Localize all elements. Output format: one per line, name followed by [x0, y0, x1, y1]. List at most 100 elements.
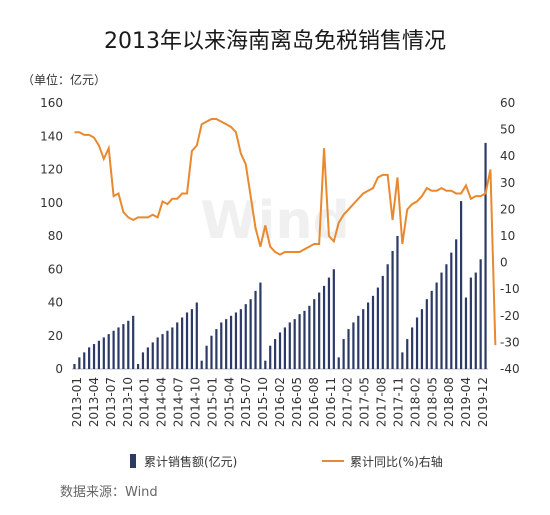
bar: [249, 299, 252, 369]
right-tick-label: 20: [500, 202, 515, 216]
x-axis: 2013-01 2013-04 2013-07 2013-10 2014-01 2014-…: [70, 377, 490, 427]
bar: [425, 299, 428, 369]
bar: [210, 335, 213, 369]
bar: [308, 305, 311, 369]
right-axis: -40 -30 -20 -10 0 10 20 30 40 50 60: [500, 96, 520, 376]
bar: [411, 327, 414, 369]
right-tick-label: 50: [500, 123, 515, 137]
bar: [464, 297, 468, 369]
right-tick-label: -10: [500, 282, 520, 296]
bar: [259, 282, 262, 369]
x-tick-label: 2016-08: [307, 377, 321, 427]
bar: [112, 330, 115, 369]
bar: [161, 334, 164, 369]
left-tick-label: 20: [48, 329, 63, 343]
bar: [234, 312, 238, 369]
left-tick-label: 0: [55, 362, 63, 376]
x-tick-label: 2017-02: [341, 377, 355, 427]
bar: [83, 352, 86, 369]
watermark: Wind: [200, 191, 349, 251]
bar: [391, 250, 394, 369]
bar: [415, 317, 419, 369]
x-tick-label: 2018-05: [425, 377, 439, 427]
x-tick-label: 2015-10: [256, 377, 270, 427]
bar: [342, 339, 345, 369]
bar: [352, 322, 355, 369]
x-tick-label: 2015-07: [239, 377, 253, 427]
right-tick-label: 40: [500, 149, 515, 163]
legend: 累计销售额(亿元) 累计同比(%)右轴: [130, 454, 443, 469]
bar: [401, 352, 404, 369]
bar: [274, 339, 277, 369]
bar: [445, 264, 448, 369]
bar: [327, 277, 331, 369]
bar: [88, 347, 91, 369]
bar: [322, 285, 326, 369]
bar: [239, 309, 242, 369]
bar: [357, 315, 360, 369]
bar: [371, 295, 375, 369]
x-tick-label: 2013-01: [70, 377, 84, 427]
right-tick-label: -40: [500, 362, 520, 376]
legend-bar-label: 累计销售额(亿元): [144, 454, 237, 469]
x-tick-label: 2014-10: [188, 377, 202, 427]
bar: [283, 327, 286, 369]
chart-title: 2013年以来海南离岛免税销售情况: [104, 29, 446, 54]
bar: [171, 327, 174, 369]
bar: [181, 317, 184, 369]
right-tick-label: 60: [500, 96, 515, 110]
bar: [107, 334, 110, 369]
x-tick-label: 2019-12: [476, 377, 490, 427]
legend-bar-swatch: [130, 454, 136, 468]
bar: [102, 337, 105, 369]
x-tick-label: 2013-10: [121, 377, 135, 427]
right-tick-label: 30: [500, 176, 515, 190]
line-series: [74, 117, 497, 346]
left-tick-label: 160: [40, 96, 63, 110]
bar: [117, 327, 120, 369]
bar: [303, 310, 306, 369]
bar: [337, 357, 340, 369]
x-tick-label: 2016-11: [324, 377, 338, 427]
x-tick-label: 2014-01: [138, 377, 152, 427]
bar-series: [73, 142, 487, 369]
bar: [127, 320, 130, 369]
x-tick-label: 2017-05: [358, 377, 372, 427]
bar: [185, 312, 189, 369]
bar: [269, 345, 272, 369]
left-tick-label: 80: [48, 229, 63, 243]
right-tick-label: -30: [500, 335, 520, 349]
bar: [440, 272, 443, 369]
bar: [156, 337, 159, 369]
bar: [97, 340, 101, 369]
bar: [455, 239, 458, 369]
x-tick-label: 2014-07: [172, 377, 186, 427]
bar: [136, 364, 140, 369]
bar: [151, 342, 154, 369]
bar: [376, 287, 379, 369]
bar: [195, 302, 198, 369]
bar: [92, 344, 96, 369]
left-tick-label: 60: [48, 262, 63, 276]
x-tick-label: 2013-07: [104, 377, 118, 427]
x-tick-label: 2015-04: [222, 377, 236, 427]
left-tick-label: 140: [40, 129, 63, 143]
right-tick-label: 10: [500, 229, 515, 243]
bar: [474, 272, 477, 369]
bar: [205, 345, 208, 369]
x-tick-label: 2018-08: [442, 377, 456, 427]
bar: [166, 330, 169, 369]
bar: [176, 322, 179, 369]
bar: [435, 282, 438, 369]
bar: [396, 236, 399, 369]
x-tick-label: 2013-04: [87, 377, 101, 427]
bar: [366, 302, 370, 369]
bar: [278, 332, 282, 369]
x-tick-label: 2018-02: [408, 377, 422, 427]
left-tick-label: 40: [48, 296, 63, 310]
bar: [450, 252, 453, 369]
x-tick-label: 2014-04: [155, 377, 169, 427]
bar: [386, 264, 389, 369]
right-tick-label: 0: [500, 256, 508, 270]
